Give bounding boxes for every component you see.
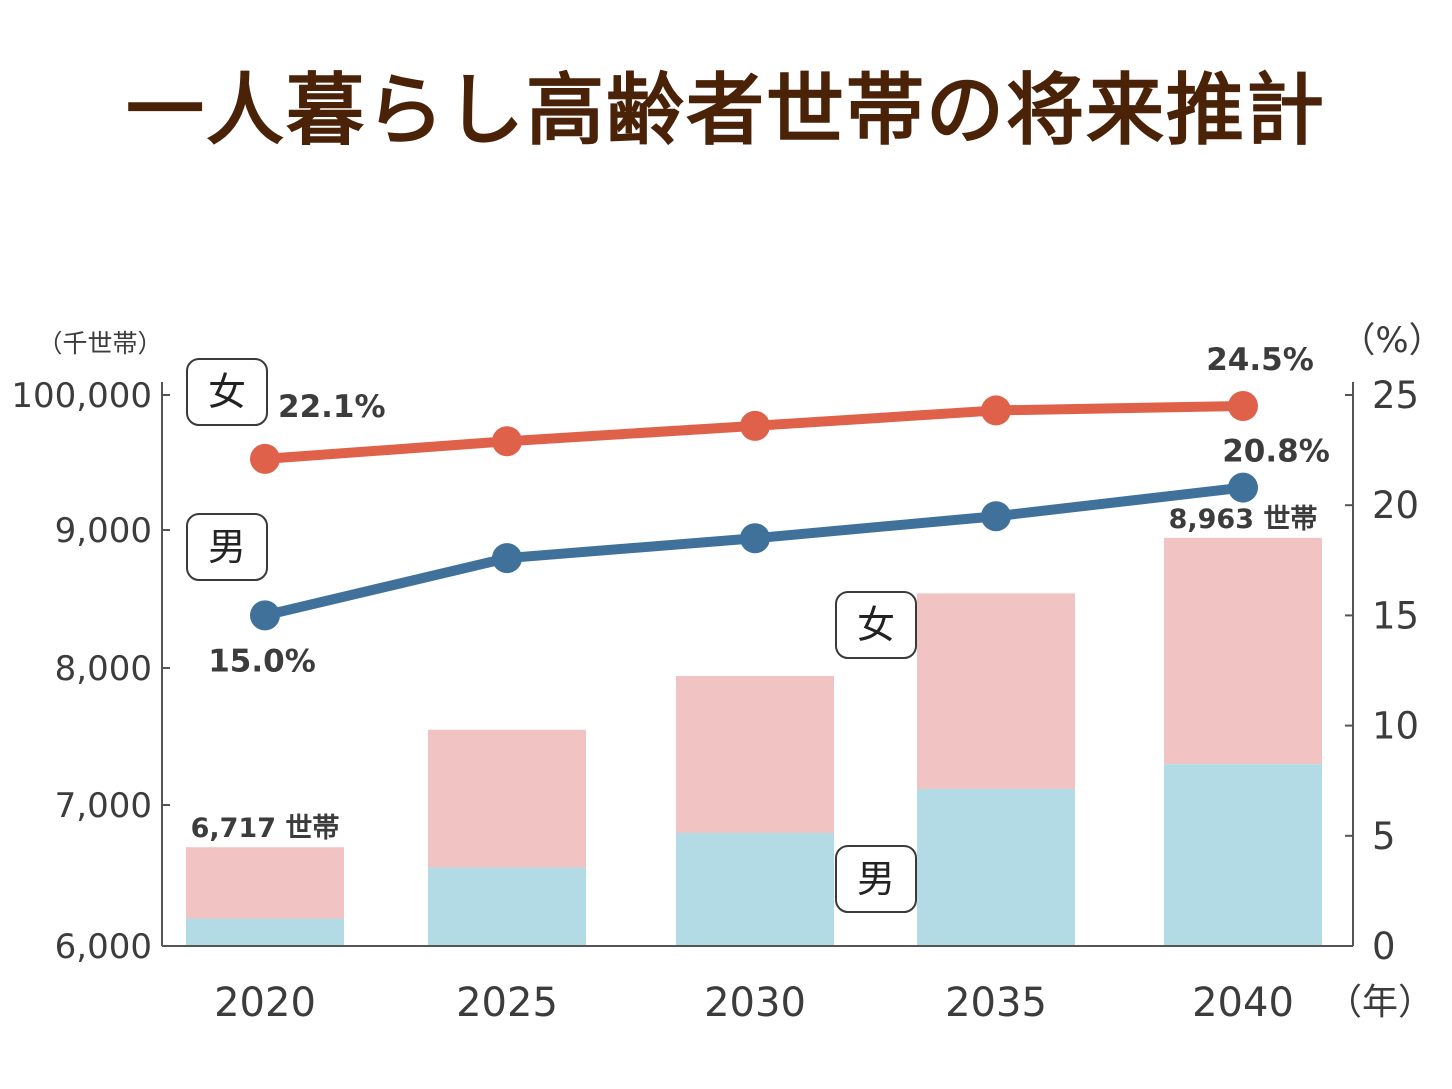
point-male-2030 [740, 523, 770, 554]
tag-bar-female-box [835, 591, 917, 659]
bar-female-2020 [186, 847, 344, 919]
bar-male-2025 [428, 867, 586, 946]
male-end-label: 20.8% [1222, 434, 1330, 470]
x-tick-label-2020: 2020 [214, 980, 316, 1026]
lines-layer [250, 391, 1258, 631]
chart-title: 一人暮らし高齢者世帯の将来推計 [125, 66, 1326, 156]
right-tick-label-0: 0 [1372, 925, 1396, 968]
point-male-2025 [492, 543, 522, 574]
bar-total-label-2020: 6,717 世帯 [191, 812, 340, 844]
female-start-label: 22.1% [278, 389, 386, 425]
x-tick-label-2025: 2025 [456, 980, 558, 1026]
tag-line-male-text: 男 [208, 525, 246, 569]
point-female-2040 [1228, 391, 1258, 422]
bar-male-2035 [917, 788, 1075, 946]
tag-line-male-box [186, 513, 268, 581]
bar-male-2020 [186, 918, 344, 946]
bars-layer [186, 537, 1322, 946]
bar-female-2040 [1164, 537, 1322, 765]
left-tick-label-3: 9,000 [55, 511, 152, 551]
bar-male-2030 [676, 833, 834, 946]
tag-line-female: 女 [186, 358, 268, 426]
point-male-2040 [1228, 472, 1258, 503]
x-axis-unit: （年） [1326, 982, 1434, 1023]
right-tick-label-1: 5 [1372, 815, 1396, 858]
bar-female-2025 [428, 729, 586, 868]
right-tick-label-5: 25 [1372, 374, 1419, 417]
tag-bar-female-text: 女 [857, 603, 895, 647]
point-female-2030 [740, 410, 770, 441]
tag-line-female-box [186, 358, 268, 426]
tag-line-male: 男 [186, 513, 268, 581]
point-male-2020 [250, 600, 280, 631]
tag-line-female-text: 女 [208, 370, 246, 414]
left-tick-label-4: 100,000 [11, 376, 152, 416]
right-tick-label-2: 10 [1372, 705, 1419, 748]
left-tick-label-0: 6,000 [55, 927, 152, 967]
male-start-label: 15.0% [208, 643, 316, 679]
tag-bar-male: 男 [835, 845, 917, 913]
left-tick-label-2: 8,000 [55, 649, 152, 689]
bar-female-2035 [917, 593, 1075, 789]
tag-bar-male-box [835, 845, 917, 913]
left-axis-unit: （千世帯） [37, 329, 162, 358]
x-tick-label-2035: 2035 [945, 980, 1047, 1026]
right-tick-label-4: 20 [1372, 484, 1419, 527]
axes-layer: 6,000 7,000 8,000 9,000 100,000 （千世帯） 0 5 10 15 20… [11, 321, 1443, 1026]
right-tick-label-3: 15 [1372, 594, 1419, 637]
point-male-2035 [981, 501, 1011, 532]
point-female-2035 [981, 395, 1011, 426]
x-tick-label-2030: 2030 [704, 980, 806, 1026]
point-female-2025 [492, 426, 522, 457]
bar-female-2030 [676, 676, 834, 834]
bar-male-2040 [1164, 764, 1322, 946]
left-tick-label-1: 7,000 [55, 786, 152, 826]
tag-bar-male-text: 男 [857, 857, 895, 901]
x-tick-label-2040: 2040 [1192, 980, 1294, 1026]
tag-bar-female: 女 [835, 591, 917, 659]
point-female-2020 [250, 443, 280, 474]
bar-total-label-2040: 8,963 世帯 [1169, 503, 1318, 535]
right-axis-unit: （%） [1340, 321, 1443, 361]
female-end-label: 24.5% [1206, 342, 1314, 378]
